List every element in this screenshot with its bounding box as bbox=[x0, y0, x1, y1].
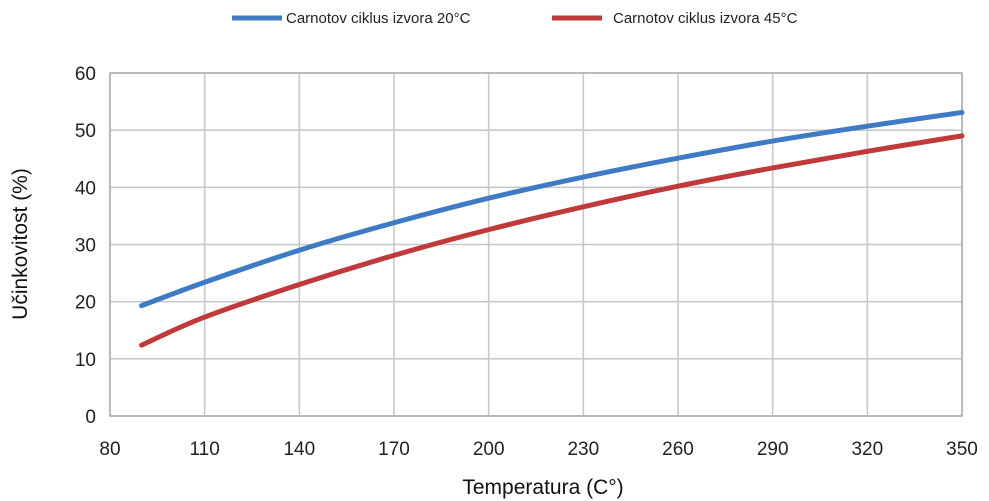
x-tick-label: 170 bbox=[378, 439, 410, 460]
y-tick-label: 20 bbox=[75, 293, 96, 314]
legend-label-1: Carnotov ciklus izvora 20°C bbox=[286, 10, 471, 27]
x-tick-label: 290 bbox=[757, 439, 789, 460]
y-axis-ticks: 0 10 20 30 40 50 60 bbox=[75, 64, 96, 428]
y-tick-label: 30 bbox=[75, 236, 96, 257]
y-tick-label: 10 bbox=[75, 350, 96, 371]
y-tick-label: 60 bbox=[75, 64, 96, 85]
grid-lines bbox=[109, 72, 963, 417]
y-tick-label: 0 bbox=[85, 407, 96, 428]
series-line-2 bbox=[139, 133, 965, 348]
y-tick-label: 40 bbox=[75, 178, 96, 199]
x-tick-label: 110 bbox=[190, 439, 220, 460]
x-tick-label: 260 bbox=[662, 439, 694, 460]
x-tick-label: 200 bbox=[473, 439, 505, 460]
x-tick-label: 350 bbox=[946, 439, 978, 460]
x-tick-label: 230 bbox=[567, 439, 599, 460]
series-line-1 bbox=[139, 109, 965, 309]
x-axis-title: Temperatura (C°) bbox=[462, 476, 623, 499]
x-tick-label: 320 bbox=[851, 439, 883, 460]
y-axis-title: Učinkovitost (%) bbox=[9, 168, 32, 320]
x-tick-label: 80 bbox=[99, 439, 120, 460]
x-tick-label: 140 bbox=[283, 439, 315, 460]
y-tick-label: 50 bbox=[75, 121, 96, 142]
series-lines bbox=[139, 109, 965, 348]
legend-label-2: Carnotov ciklus izvora 45°C bbox=[613, 10, 798, 27]
legend: Carnotov ciklus izvora 20°C Carnotov cikl… bbox=[232, 10, 798, 27]
plot-border bbox=[109, 72, 963, 417]
x-axis-ticks: 80 110 140 170 200 230 260 290 320 350 bbox=[99, 439, 977, 460]
